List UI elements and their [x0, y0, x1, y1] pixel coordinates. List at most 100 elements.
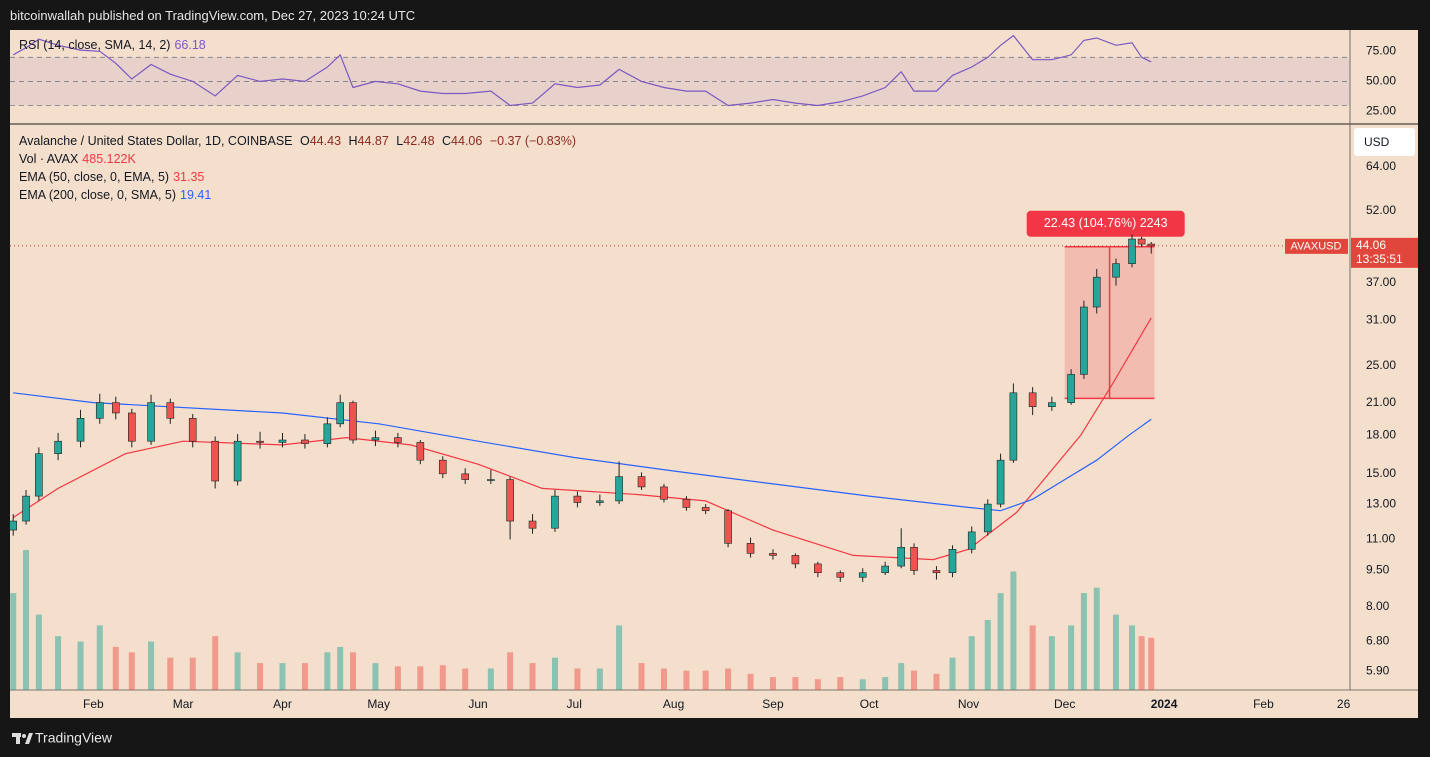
time-tick-label: May	[367, 697, 390, 711]
volume-bar	[1129, 625, 1136, 690]
candle-body	[701, 507, 710, 512]
header: bitcoinwallah published on TradingView.c…	[10, 8, 416, 23]
candle-body	[188, 418, 197, 442]
candle-body	[1067, 374, 1075, 403]
price-tick-label: 11.00	[1366, 532, 1395, 546]
volume-bar	[683, 670, 690, 690]
time-tick-label: Feb	[83, 697, 104, 711]
volume-bar	[898, 663, 905, 690]
volume-bar	[301, 663, 308, 690]
candle-body	[278, 439, 287, 443]
volume-bar	[984, 620, 991, 690]
candle-body	[487, 479, 495, 481]
volume-bar	[337, 646, 344, 690]
price-tick-label: 9.50	[1366, 563, 1390, 577]
candle-body	[836, 572, 845, 578]
footer: TradingView	[35, 730, 113, 746]
volume-bar	[23, 550, 30, 690]
volume-bar	[234, 652, 241, 690]
rsi-legend: RSI (14, close, SMA, 14, 2) 66.18	[19, 38, 210, 52]
volume-bar	[112, 646, 119, 690]
price-tick-label: 5.90	[1366, 663, 1390, 677]
candle-body	[128, 412, 136, 442]
volume-bar	[507, 652, 514, 690]
candle-body	[1112, 263, 1120, 278]
volume-bar	[96, 625, 103, 690]
candle-body	[660, 486, 668, 500]
candle-body	[349, 402, 357, 441]
candle-body	[506, 479, 514, 522]
price-tick-label: 31.00	[1366, 312, 1396, 326]
tv-logo	[12, 733, 33, 744]
volume-bar	[933, 673, 940, 690]
volume-bar	[997, 593, 1004, 690]
candle-body	[746, 543, 755, 554]
volume-bar	[372, 663, 379, 690]
volume-bar	[212, 636, 219, 690]
symbol-title: Avalanche / United States Dollar, 1D, CO…	[19, 134, 293, 148]
candle-body	[983, 503, 992, 533]
last-price-label: 44.06	[1356, 238, 1386, 252]
time-tick-label: Aug	[663, 697, 684, 711]
volume-bar	[462, 668, 469, 690]
volume-bar	[279, 663, 286, 690]
candle-body	[9, 520, 18, 531]
currency-box[interactable]	[1354, 128, 1415, 156]
time-tick-label: 26	[1337, 697, 1351, 711]
volume-bar	[574, 668, 581, 690]
volume-bar	[882, 677, 889, 690]
price-tick-label: 21.00	[1366, 395, 1396, 409]
candle-body	[596, 500, 604, 503]
time-tick-label: Apr	[273, 697, 292, 711]
rsi-tick-label: 25.00	[1366, 104, 1396, 118]
volume-bar	[128, 652, 135, 690]
candle-body	[147, 402, 155, 442]
price-tick-label: 37.00	[1366, 275, 1396, 289]
candle-body	[336, 402, 344, 425]
rsi-title: RSI (14, close, SMA, 14, 2)	[19, 38, 171, 52]
ohlc-o: O44.43	[300, 134, 342, 148]
candle-body	[323, 423, 332, 444]
volume-bar	[551, 657, 558, 690]
volume-bar	[660, 668, 667, 690]
volume-bar	[77, 641, 84, 690]
ema50-legend: EMA (50, close, 0, EMA, 5) 31.35	[19, 170, 208, 184]
candle-body	[371, 437, 380, 441]
candle-body	[22, 495, 30, 522]
candle-body	[1048, 402, 1056, 408]
candle-body	[1009, 392, 1018, 461]
volume-bar	[1148, 637, 1155, 690]
volume-bar	[324, 652, 331, 690]
volume-bar	[487, 668, 494, 690]
candle-body	[528, 520, 537, 529]
ema-line	[12, 317, 1152, 561]
candle-body	[76, 418, 85, 442]
candle-body	[791, 555, 800, 565]
candle-body	[1128, 238, 1136, 264]
price-box	[1351, 237, 1418, 268]
volume-bar	[148, 641, 155, 690]
volume-bar	[949, 657, 956, 690]
ohlc-l: L42.48	[396, 134, 435, 148]
volume-bar	[167, 657, 174, 690]
volume-bar	[859, 679, 866, 690]
measure-label: 22.43 (104.76%) 2243	[1044, 216, 1168, 230]
ema-value: 19.41	[180, 188, 212, 202]
price-tick-label: 15.00	[1366, 466, 1396, 480]
volume-bar	[1093, 587, 1100, 690]
candle-body	[301, 439, 309, 444]
candle-body	[858, 572, 867, 578]
price-tick-label: 18.00	[1366, 427, 1396, 441]
candle-body	[637, 476, 646, 488]
volume-bar	[1138, 636, 1145, 690]
time-tick-label: Mar	[173, 697, 194, 711]
volume-bar	[1080, 593, 1087, 690]
volume-bar	[1068, 625, 1075, 690]
volume-bar	[769, 677, 776, 690]
ohlc-h: H44.87	[348, 134, 389, 148]
volume-bar	[792, 677, 799, 690]
ema-value: 31.35	[173, 170, 205, 184]
volume-bar	[814, 679, 821, 690]
candle-body	[416, 442, 425, 461]
volume-bar	[529, 663, 536, 690]
